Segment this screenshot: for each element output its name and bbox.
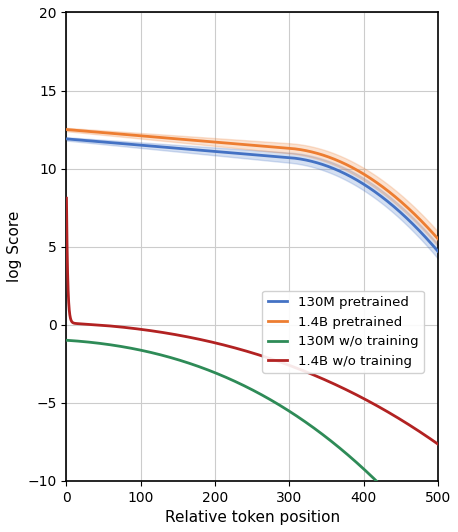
1.4B w/o training bbox=[435, 441, 441, 447]
130M w/o training bbox=[234, 379, 240, 386]
1.4B w/o training bbox=[83, 321, 88, 327]
Line: 1.4B w/o training: 1.4B w/o training bbox=[66, 198, 438, 444]
130M w/o training bbox=[245, 384, 250, 390]
1.4B w/o training bbox=[64, 195, 69, 202]
Legend: 130M pretrained, 1.4B pretrained, 130M w/o training, 1.4B w/o training: 130M pretrained, 1.4B pretrained, 130M w… bbox=[262, 290, 424, 373]
1.4B pretrained bbox=[64, 126, 69, 132]
1.4B w/o training bbox=[356, 393, 362, 400]
1.4B pretrained bbox=[435, 236, 441, 242]
Line: 1.4B pretrained: 1.4B pretrained bbox=[66, 129, 438, 239]
Line: 130M pretrained: 130M pretrained bbox=[66, 139, 438, 251]
130M pretrained bbox=[64, 136, 69, 142]
1.4B pretrained bbox=[356, 168, 362, 174]
1.4B pretrained bbox=[83, 128, 88, 134]
1.4B pretrained bbox=[424, 223, 430, 230]
1.4B w/o training bbox=[424, 434, 430, 440]
130M pretrained bbox=[435, 248, 441, 254]
130M pretrained bbox=[234, 150, 240, 156]
130M pretrained bbox=[356, 178, 362, 185]
1.4B w/o training bbox=[425, 434, 430, 440]
1.4B w/o training bbox=[245, 348, 250, 354]
130M w/o training bbox=[64, 337, 69, 344]
1.4B pretrained bbox=[245, 142, 250, 148]
130M pretrained bbox=[83, 137, 88, 144]
X-axis label: Relative token position: Relative token position bbox=[164, 510, 340, 525]
1.4B w/o training bbox=[234, 345, 240, 352]
130M pretrained bbox=[424, 236, 430, 242]
Y-axis label: log Score: log Score bbox=[7, 211, 22, 282]
130M w/o training bbox=[356, 461, 362, 468]
130M pretrained bbox=[245, 151, 250, 157]
1.4B pretrained bbox=[234, 140, 240, 147]
130M w/o training bbox=[83, 338, 88, 345]
130M pretrained bbox=[425, 236, 430, 242]
1.4B pretrained bbox=[425, 224, 430, 230]
Line: 130M w/o training: 130M w/o training bbox=[66, 340, 438, 532]
